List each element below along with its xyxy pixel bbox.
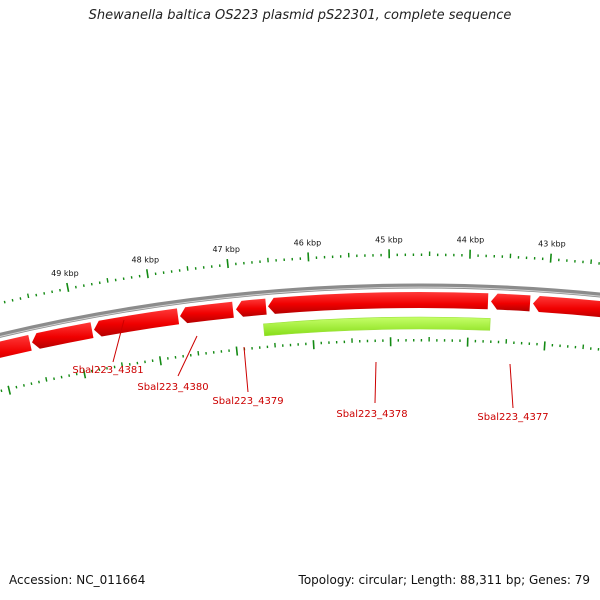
outer-tick: [43, 292, 46, 295]
inner-tick: [15, 385, 18, 389]
inner-tick: [312, 340, 315, 350]
outer-tick: [26, 293, 30, 299]
gene-highlight-Sbal223_4378: [263, 316, 491, 337]
inner-tick: [60, 375, 63, 379]
inner-tick: [7, 385, 12, 395]
inner-tick: [235, 346, 239, 356]
inner-tick: [82, 369, 87, 379]
gene-arrow-4: [180, 301, 234, 324]
outer-tick: [549, 253, 552, 263]
outer-tick: [35, 293, 38, 297]
callout-line-Sbal223_4381: [112, 319, 125, 363]
summary-text: Topology: circular; Length: 88,311 bp; G…: [298, 573, 590, 587]
inner-tick: [38, 380, 40, 384]
callout-line-Sbal223_4378: [374, 361, 377, 404]
inner-tick: [543, 341, 546, 351]
gene-label-Sbal223_4381: Sbal223_4381: [72, 365, 143, 376]
scale-label-46kbp: 46 kbp: [294, 238, 322, 247]
outer-tick: [51, 290, 54, 294]
scale-label-48kbp: 48 kbp: [132, 255, 160, 264]
gene-callouts: Sbal223_4381 Sbal223_4380 Sbal223_4379 Sbal…: [72, 319, 549, 423]
backbone-highlight: [0, 286, 600, 338]
scale-label-43kbp: 43 kbp: [538, 240, 566, 249]
outer-tick: [106, 278, 109, 283]
outer-scale-ticks: [3, 249, 600, 304]
outer-tick: [307, 252, 310, 262]
outer-tick: [145, 269, 149, 279]
backbone-arc: [0, 283, 600, 338]
gene-arrow-1: [0, 334, 32, 358]
gene-arrow-3: [94, 308, 180, 337]
gene-arrow-7: [491, 293, 531, 312]
inner-tick: [120, 362, 124, 367]
callout-line-Sbal223_4379: [243, 346, 249, 393]
inner-tick: [0, 389, 3, 393]
gene-arrow-5: [236, 298, 267, 317]
gene-arrow-6: [268, 291, 489, 314]
scale-label-49kbp: 49 kbp: [51, 269, 79, 278]
map-title: Shewanella baltica OS223 plasmid pS22301…: [88, 8, 512, 23]
gene-label-Sbal223_4377: Sbal223_4377: [477, 412, 548, 423]
gene-label-Sbal223_4379: Sbal223_4379: [212, 396, 283, 407]
accession-text: Accession: NC_011664: [9, 573, 146, 587]
inner-tick: [22, 384, 25, 387]
inner-tick: [158, 356, 162, 366]
outer-tick: [186, 266, 189, 271]
gene-label-Sbal223_4380: Sbal223_4380: [137, 382, 208, 393]
gene-label-Sbal223_4378: Sbal223_4378: [336, 409, 407, 420]
gene-arrow-8: [533, 295, 600, 318]
callout-line-Sbal223_4377: [509, 363, 514, 409]
scale-labels: 49 kbp 48 kbp 47 kbp 46 kbp 45 kbp 44 kbp 43 k…: [51, 235, 566, 278]
callout-line-Sbal223_4380: [177, 335, 198, 377]
inner-tick: [68, 374, 71, 377]
inner-tick: [197, 350, 200, 356]
backbone-ring: [0, 283, 600, 338]
scale-label-45kbp: 45 kbp: [375, 235, 403, 244]
outer-tick: [3, 300, 6, 304]
outer-tick: [66, 282, 70, 292]
inner-tick: [45, 377, 48, 382]
outer-tick: [11, 298, 14, 302]
gene-track: [0, 291, 600, 358]
inner-tick: [30, 382, 33, 386]
gene-arrow-2: [32, 322, 94, 349]
outer-tick: [19, 297, 22, 300]
scale-label-47kbp: 47 kbp: [212, 245, 240, 254]
outer-tick: [226, 258, 229, 269]
inner-tick: [53, 377, 55, 381]
scale-label-44kbp: 44 kbp: [457, 236, 485, 245]
inner-scale-ticks: [0, 337, 600, 395]
